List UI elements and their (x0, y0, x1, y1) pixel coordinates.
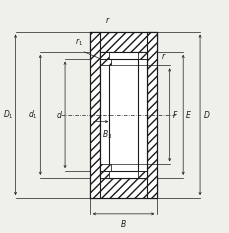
Bar (99, 59, 111, 65)
Bar (138, 52, 147, 59)
Text: $d_1$: $d_1$ (28, 109, 38, 121)
Bar (99, 171, 109, 178)
Text: $E$: $E$ (185, 109, 191, 120)
Bar (147, 32, 157, 198)
Bar (99, 164, 111, 171)
Text: $B$: $B$ (120, 218, 126, 229)
Text: $r$: $r$ (105, 15, 110, 25)
Text: $B_3$: $B_3$ (101, 128, 111, 141)
Bar (99, 52, 147, 178)
Text: $d$: $d$ (56, 109, 63, 120)
Bar (99, 52, 109, 59)
Bar (109, 59, 138, 171)
Text: $r_1$: $r_1$ (75, 37, 83, 48)
Text: $D_1$: $D_1$ (3, 109, 13, 121)
Bar (89, 32, 157, 52)
Text: $r$: $r$ (160, 51, 166, 61)
Bar (89, 32, 99, 198)
Bar (138, 171, 147, 178)
Text: $F$: $F$ (171, 109, 178, 120)
Text: $D$: $D$ (202, 109, 210, 120)
Bar (89, 178, 157, 198)
